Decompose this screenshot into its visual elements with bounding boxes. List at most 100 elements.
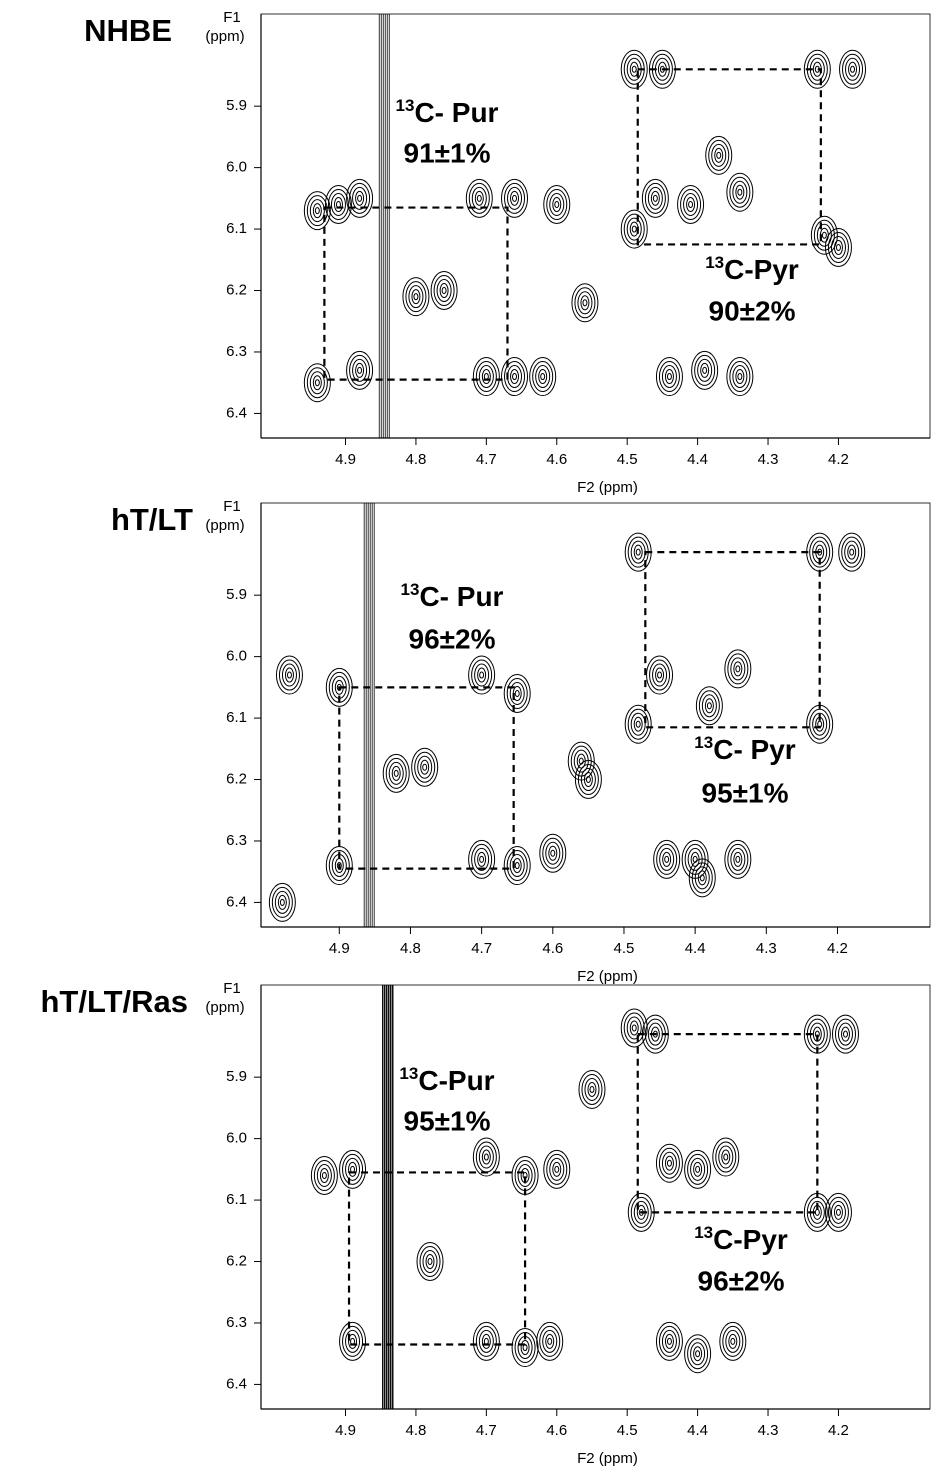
contour-ring [271, 886, 293, 918]
contour-ring [735, 855, 741, 863]
contour-ring [724, 649, 752, 689]
contour-ring [582, 299, 588, 307]
contour-ring [666, 1337, 672, 1345]
contour-ring [814, 1208, 820, 1216]
contour-ring [549, 192, 565, 216]
peak [303, 191, 331, 231]
peak [501, 178, 529, 218]
annotation-value: 95±1% [404, 1105, 491, 1136]
contour-ring [620, 1008, 648, 1048]
contour-ring [688, 200, 694, 208]
contour-ring [468, 655, 496, 695]
contour-ring [694, 866, 710, 890]
contour-ring [479, 671, 485, 679]
x-tick-label: 4.8 [400, 940, 421, 957]
annotation-label: 13C-Pur [399, 1064, 494, 1096]
contour-ring [841, 536, 863, 568]
contour-ring [465, 178, 493, 218]
contour-ring [623, 213, 645, 245]
spin-system-box [644, 551, 821, 729]
contour-ring [847, 544, 857, 560]
y-tick-label: 6.4 [226, 1375, 247, 1392]
spin-system-box [347, 1171, 527, 1346]
contour-ring [478, 1329, 494, 1353]
contour-ring [687, 847, 703, 871]
peak [806, 704, 834, 744]
contour-ring [714, 147, 724, 163]
peak [529, 357, 557, 397]
x-tick-label: 4.3 [756, 940, 777, 957]
contour-ring [712, 1137, 740, 1177]
contour-ring [631, 1024, 637, 1032]
contour-ring [657, 671, 663, 679]
contour-ring [574, 760, 602, 800]
contour-ring [727, 843, 749, 875]
peak [539, 833, 567, 873]
y-tick-label: 5.9 [226, 1068, 247, 1085]
peak [416, 1242, 444, 1282]
annotation-label: 13C- Pur [396, 96, 499, 128]
x-tick-label: 4.8 [405, 451, 426, 468]
contour-ring [312, 375, 322, 391]
x-tick-label: 4.9 [335, 1422, 356, 1439]
peak [824, 1192, 852, 1232]
contour-ring [705, 135, 733, 175]
contour-ring [348, 1333, 358, 1349]
contour-ring [349, 182, 371, 214]
x-tick-label: 4.5 [614, 940, 635, 957]
contour-ring [542, 1329, 558, 1353]
contour-ring [655, 1321, 683, 1361]
contour-ring [697, 870, 707, 886]
contour-ring [730, 657, 746, 681]
contour-ring [662, 851, 672, 867]
contour-ring [539, 833, 567, 873]
x-tick-label: 4.3 [758, 451, 779, 468]
contour-ring [277, 894, 287, 910]
contour-ring [816, 223, 832, 247]
peak [472, 357, 500, 397]
contour-ring [633, 544, 643, 560]
contour-ring [694, 354, 716, 386]
contour-ring [633, 1200, 649, 1224]
peak [402, 277, 430, 317]
y-tick-label: 5.9 [226, 586, 247, 603]
peak [411, 747, 439, 787]
annotation-text: C-Pyr [724, 254, 799, 285]
y-tick-label: 6.1 [226, 1191, 247, 1208]
y-tick-label: 6.2 [226, 281, 247, 298]
y-tick-label: 6.3 [226, 1314, 247, 1331]
contour-ring [355, 362, 365, 378]
contour-ring [471, 843, 493, 875]
contour-ring [309, 199, 325, 223]
contour-ring [810, 215, 838, 255]
contour-ring [684, 1149, 712, 1189]
contour-ring [695, 1350, 701, 1358]
contour-ring [726, 357, 754, 397]
contour-ring [690, 1157, 706, 1181]
contour-ring [577, 291, 593, 315]
contour-ring [715, 1141, 737, 1173]
contour-ring [422, 763, 428, 771]
peak [641, 178, 669, 218]
contour-ring [658, 361, 680, 393]
contour-ring [507, 365, 523, 389]
contour-ring [408, 285, 424, 309]
peak [501, 357, 529, 397]
contour-ring [652, 663, 668, 687]
contour-ring [658, 1325, 680, 1357]
contour-ring [475, 361, 497, 393]
contour-ring [279, 898, 285, 906]
contour-ring [842, 1030, 848, 1038]
annotation-text: C-Pur [418, 1065, 494, 1096]
contour-ring [583, 772, 593, 788]
peak [624, 704, 652, 744]
contour-ring [627, 708, 649, 740]
contour-ring [342, 1153, 364, 1185]
x-tick-label: 4.8 [405, 1422, 426, 1439]
contour-ring [732, 365, 748, 389]
contour-ring [554, 1165, 560, 1173]
contour-ring [737, 373, 743, 381]
peak [712, 1137, 740, 1177]
peak [724, 649, 752, 689]
contour-ring [573, 749, 589, 773]
